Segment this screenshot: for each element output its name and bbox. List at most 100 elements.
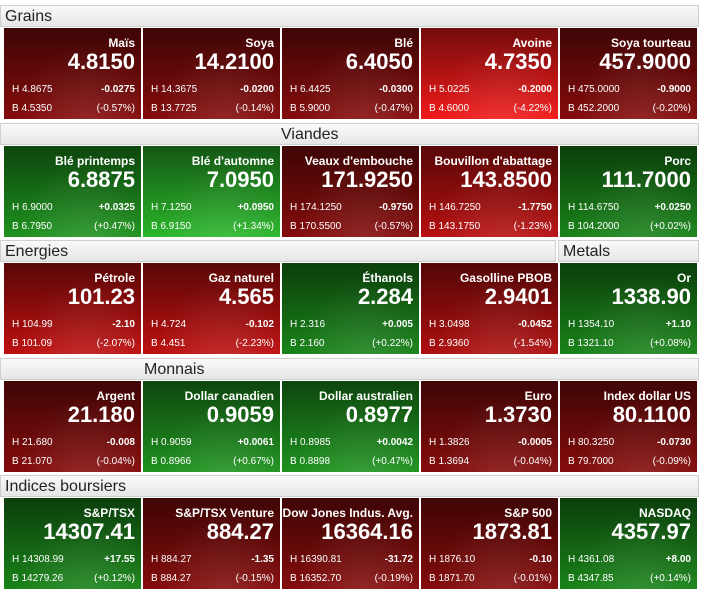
quote-name: Porc bbox=[664, 153, 691, 168]
quote-low: B 1871.70 bbox=[429, 573, 475, 584]
quote-tile: Blé printemps 6.8875 H 6.9000 +0.0325 B 6.79… bbox=[4, 145, 142, 237]
quote-high: H 884.27 bbox=[151, 554, 192, 565]
quote-price: 111.7000 bbox=[601, 166, 691, 192]
section-title: Viandes bbox=[281, 125, 339, 143]
quote-tile: Dollar australien 0.8977 H 0.8985 +0.0042 B … bbox=[282, 380, 420, 472]
quote-percent: (-1.23%) bbox=[513, 220, 552, 232]
quote-percent: (+0.22%) bbox=[372, 338, 413, 349]
tile-shade bbox=[282, 145, 419, 237]
quote-tile: Gaz naturel 4.565 H 4.724 -0.102 B 4.451 (-2.… bbox=[143, 263, 281, 354]
quote-tile: Argent 21.180 H 21.680 -0.008 B 21.070 (-0.04… bbox=[4, 380, 142, 472]
quote-tile: Soya 14.2100 H 14.3675 -0.0200 B 13.7725 (-0.… bbox=[143, 28, 281, 119]
quote-high: H 14308.99 bbox=[12, 554, 64, 565]
quote-tile: Avoine 4.7350 H 5.0225 -0.2000 B 4.6000 (-4.2… bbox=[421, 28, 559, 119]
quote-tile: Or 1338.90 H 1354.10 +1.10 B 1321.10 (+0.08%) bbox=[560, 263, 698, 354]
quote-change: +17.55 bbox=[104, 554, 135, 565]
quote-percent: (+0.47%) bbox=[372, 455, 413, 467]
quote-tile: S&P/TSX Venture 884.27 H 884.27 -1.35 B 884.… bbox=[143, 498, 281, 589]
quote-high: H 6.9000 bbox=[12, 201, 53, 213]
quote-high: H 1354.10 bbox=[568, 319, 615, 330]
quote-tile: Bouvillon d'abattage 143.8500 H 146.7250 -1… bbox=[421, 145, 559, 237]
quote-high: H 80.3250 bbox=[568, 436, 615, 448]
quote-name: Blé bbox=[394, 36, 413, 50]
quote-percent: (+0.67%) bbox=[233, 455, 274, 467]
quote-low: B 0.8898 bbox=[290, 455, 331, 467]
quote-name: Gaz naturel bbox=[208, 271, 274, 285]
quote-high: H 0.8985 bbox=[290, 436, 331, 448]
quote-price: 80.1100 bbox=[612, 401, 691, 427]
quote-tile: Blé d'automne 7.0950 H 7.1250 +0.0950 B 6.91… bbox=[143, 145, 281, 237]
tile-shade bbox=[4, 263, 141, 354]
quote-name: NASDAQ bbox=[638, 506, 691, 520]
quote-percent: (-0.15%) bbox=[235, 573, 274, 584]
tile-shade bbox=[560, 498, 697, 589]
quote-tile: Dollar canadien 0.9059 H 0.9059 +0.0061 B 0.… bbox=[143, 380, 281, 472]
quote-change: +0.0325 bbox=[98, 201, 135, 213]
quote-low: B 4.451 bbox=[151, 338, 186, 349]
quote-change: +0.0950 bbox=[237, 201, 274, 213]
quote-change: -0.0200 bbox=[240, 84, 274, 95]
quote-high: H 16390.81 bbox=[290, 554, 342, 565]
quote-low: B 21.070 bbox=[12, 455, 53, 467]
quote-name: Gasolline PBOB bbox=[459, 271, 552, 285]
tile-shade bbox=[560, 145, 697, 237]
quote-percent: (-0.57%) bbox=[374, 220, 413, 232]
tile-shade bbox=[4, 380, 141, 472]
quote-tile: NASDAQ 4357.97 H 4361.08 +8.00 B 4347.85 (+0.… bbox=[560, 498, 698, 589]
quote-low: B 5.9000 bbox=[290, 103, 331, 114]
quote-price: 1.3730 bbox=[484, 401, 552, 427]
quote-price: 101.23 bbox=[67, 284, 135, 309]
quote-percent: (-0.57%) bbox=[96, 103, 135, 114]
quote-percent: (+0.12%) bbox=[94, 573, 135, 584]
quote-tile: Dow Jones Indus. Avg. 16364.16 H 16390.81 -… bbox=[282, 498, 420, 589]
quote-percent: (+0.47%) bbox=[94, 220, 135, 232]
quote-low: B 4.5350 bbox=[12, 103, 53, 114]
quote-price: 7.0950 bbox=[206, 166, 274, 192]
quote-change: +0.0250 bbox=[654, 201, 691, 213]
quote-percent: (-4.22%) bbox=[513, 103, 552, 114]
quote-price: 21.180 bbox=[67, 401, 135, 427]
quote-name: Index dollar US bbox=[603, 388, 691, 403]
quote-high: H 7.1250 bbox=[151, 201, 192, 213]
quote-name: Avoine bbox=[512, 36, 552, 50]
quote-high: H 5.0225 bbox=[429, 84, 470, 95]
tile-shade bbox=[143, 498, 280, 589]
tile-shade bbox=[4, 145, 141, 237]
quote-percent: (-1.54%) bbox=[513, 338, 552, 349]
tile-shade bbox=[282, 380, 419, 472]
quote-high: H 0.9059 bbox=[151, 436, 192, 448]
quote-low: B 104.2000 bbox=[568, 220, 620, 232]
quote-price: 16364.16 bbox=[321, 519, 413, 544]
quote-percent: (-2.07%) bbox=[96, 338, 135, 349]
quote-name: Dow Jones Indus. Avg. bbox=[282, 506, 413, 520]
quote-change: -0.0300 bbox=[379, 84, 413, 95]
quote-low: B 0.8966 bbox=[151, 455, 192, 467]
quote-name: Éthanols bbox=[362, 271, 413, 285]
quote-low: B 6.7950 bbox=[12, 220, 53, 232]
quote-change: +0.0042 bbox=[376, 436, 413, 448]
quote-tile: S&P 500 1873.81 H 1876.10 -0.10 B 1871.70 (-0… bbox=[421, 498, 559, 589]
quote-high: H 3.0498 bbox=[429, 319, 470, 330]
quote-low: B 13.7725 bbox=[151, 103, 197, 114]
quote-price: 4.8150 bbox=[67, 49, 135, 74]
quote-high: H 146.7250 bbox=[429, 201, 481, 213]
quote-name: Soya tourteau bbox=[610, 36, 691, 50]
section-title: Energies bbox=[5, 243, 69, 260]
quote-name: Dollar australien bbox=[318, 388, 413, 403]
tile-shade bbox=[421, 145, 558, 237]
quote-price: 1338.90 bbox=[611, 284, 691, 309]
quote-name: Blé d'automne bbox=[191, 153, 274, 168]
quote-price: 2.9401 bbox=[484, 284, 552, 309]
quote-change: -1.35 bbox=[251, 554, 274, 565]
quote-price: 171.9250 bbox=[321, 166, 413, 192]
quote-change: -0.2000 bbox=[518, 84, 552, 95]
quote-price: 1873.81 bbox=[472, 519, 552, 544]
tile-shade bbox=[282, 28, 419, 119]
quote-percent: (-0.14%) bbox=[235, 103, 274, 114]
section-title: Metals bbox=[563, 243, 611, 260]
quote-price: 457.9000 bbox=[599, 49, 691, 74]
section-header: Monnais bbox=[0, 357, 699, 380]
quote-tile: S&P/TSX 14307.41 H 14308.99 +17.55 B 14279.2… bbox=[4, 498, 142, 589]
tile-shade bbox=[143, 263, 280, 354]
quote-low: B 14279.26 bbox=[12, 573, 64, 584]
